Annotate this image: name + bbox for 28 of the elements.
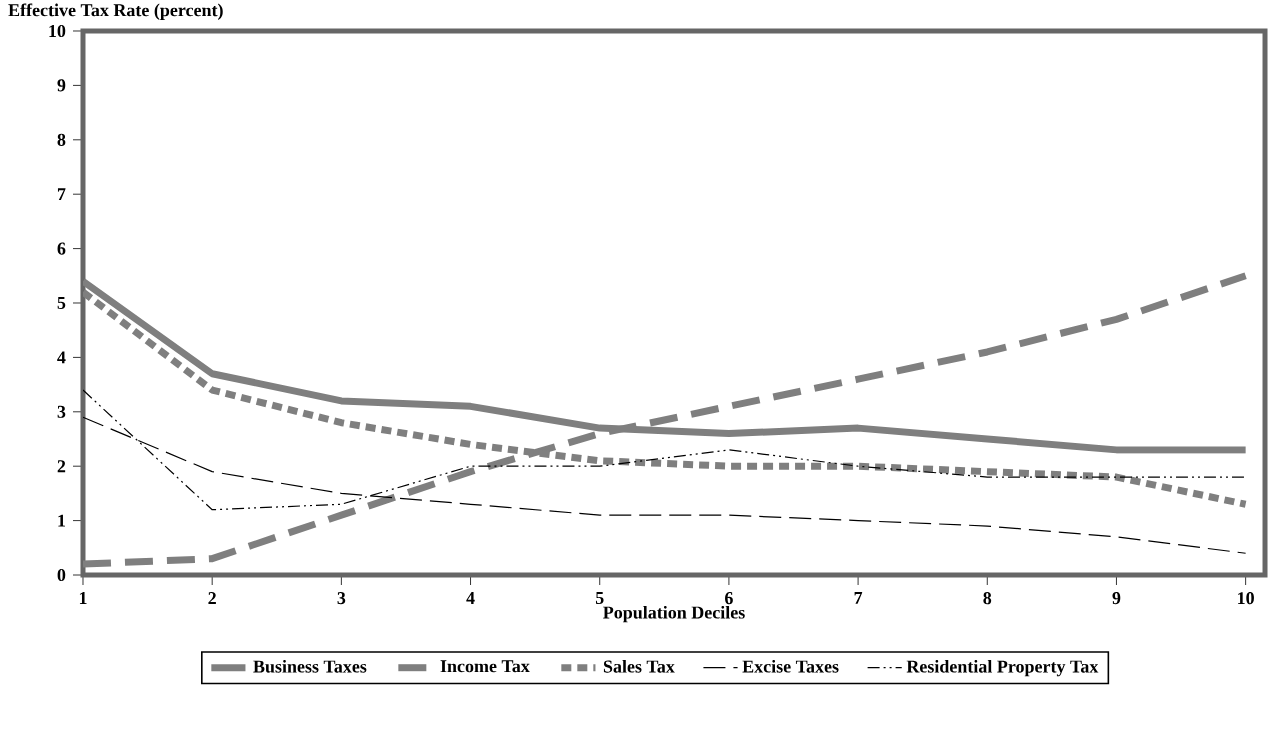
x-tick-label: 6: [725, 592, 733, 605]
x-tick-label: 10: [1238, 592, 1254, 605]
legend-label: Sales Tax: [603, 659, 675, 673]
y-tick-label: 6: [57, 242, 66, 255]
y-tick-label: 1: [58, 514, 65, 527]
y-tick-label: 4: [57, 351, 66, 364]
x-tick-label: 7: [854, 592, 863, 604]
x-tick-label: 3: [337, 592, 346, 605]
x-tick-label: 9: [1112, 592, 1121, 605]
legend-label: Residential Property Tax: [906, 659, 1099, 677]
x-tick-label: 1: [79, 592, 87, 604]
legend-label: Excise Taxes: [742, 659, 839, 673]
y-tick-label: 10: [49, 24, 66, 38]
legend-label: Business Taxes: [253, 659, 367, 673]
x-tick-label: 4: [466, 592, 475, 604]
y-axis-title: Effective Tax Rate (percent): [8, 3, 223, 20]
legend-label: Income Tax: [440, 660, 530, 673]
x-tick-label: 5: [595, 592, 604, 605]
y-tick-label: 5: [57, 297, 66, 309]
y-tick-label: 9: [57, 79, 66, 92]
y-tick-label: 8: [57, 133, 66, 146]
x-axis-title: Population Deciles: [603, 605, 745, 623]
y-tick-label: 2: [57, 460, 66, 473]
x-tick-label: 2: [208, 592, 216, 604]
y-tick-label: 7: [57, 188, 66, 201]
y-tick-label: 3: [57, 405, 66, 418]
y-tick-label: 0: [57, 568, 66, 582]
x-tick-label: 8: [983, 592, 992, 605]
